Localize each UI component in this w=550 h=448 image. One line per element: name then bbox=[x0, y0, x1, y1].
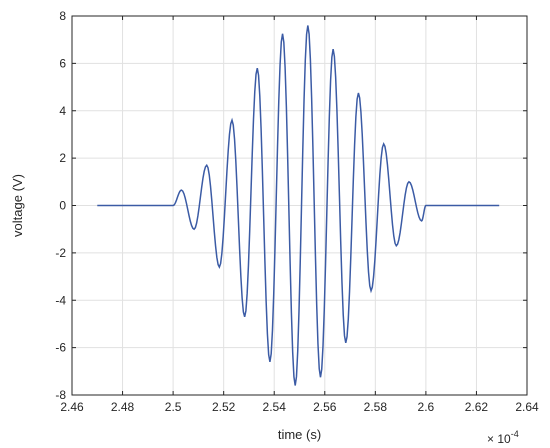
ticks bbox=[71, 15, 528, 396]
x-tick-label: 2.62 bbox=[465, 400, 489, 414]
x-tick-label: 2.6 bbox=[418, 400, 435, 414]
x-tick-label: 2.46 bbox=[60, 400, 84, 414]
x-tick-label: 2.64 bbox=[515, 400, 539, 414]
y-tick-label: 8 bbox=[59, 9, 66, 23]
y-tick-label: -8 bbox=[55, 388, 66, 402]
y-tick-label: 0 bbox=[59, 199, 66, 213]
y-tick-label: -2 bbox=[55, 246, 66, 260]
y-axis-label: voltage (V) bbox=[10, 174, 25, 237]
y-tick-label: 2 bbox=[59, 151, 66, 165]
y-tick-label: -4 bbox=[55, 293, 66, 307]
x-axis-exponent-base: × 10 bbox=[487, 432, 511, 446]
x-axis-exponent: × 10-4 bbox=[487, 429, 519, 446]
x-tick-label: 2.52 bbox=[212, 400, 236, 414]
y-tick-label: 4 bbox=[59, 104, 66, 118]
x-axis-exponent-power: -4 bbox=[511, 429, 519, 439]
y-tick-label: -6 bbox=[55, 341, 66, 355]
x-tick-labels: 2.46 2.48 2.5 2.52 2.54 2.56 2.58 2.6 2.62 2.64 bbox=[60, 400, 539, 414]
y-tick-label: 6 bbox=[59, 56, 66, 70]
x-tick-label: 2.54 bbox=[263, 400, 287, 414]
x-axis-label: time (s) bbox=[278, 427, 321, 442]
x-tick-label: 2.5 bbox=[165, 400, 182, 414]
x-tick-label: 2.48 bbox=[111, 400, 135, 414]
series-line bbox=[97, 25, 500, 386]
x-tick-label: 2.56 bbox=[313, 400, 337, 414]
x-tick-label: 2.58 bbox=[364, 400, 388, 414]
y-tick-labels: -8 -6 -4 -2 0 2 4 6 8 bbox=[55, 9, 66, 402]
